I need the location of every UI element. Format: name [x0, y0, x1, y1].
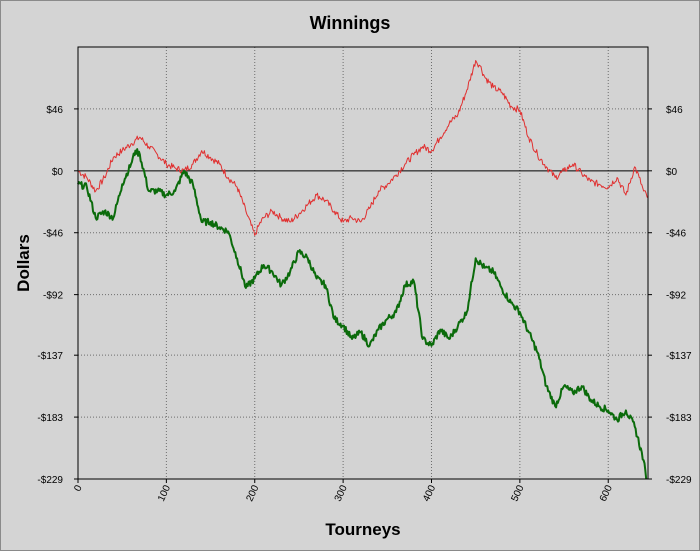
y-tick-label: -$183: [37, 413, 63, 424]
y-tick-label-right: -$137: [666, 351, 692, 362]
x-tick-label: 100: [156, 483, 173, 503]
x-tick-label: 400: [421, 483, 438, 503]
x-tick-label: 500: [510, 483, 527, 503]
y-tick-label-right: $0: [666, 167, 678, 178]
chart-title: Winnings: [310, 13, 391, 33]
y-tick-label: $0: [52, 167, 64, 178]
y-tick-label-right: $46: [666, 105, 683, 116]
x-tick-label: 600: [598, 483, 615, 503]
y-tick-label: -$46: [43, 229, 63, 240]
x-tick-label: 300: [333, 483, 350, 503]
x-tick-label: 200: [244, 483, 261, 503]
plot-frame: [77, 46, 649, 480]
y-tick-label-right: -$183: [666, 413, 692, 424]
x-tick-label: 0: [72, 483, 85, 493]
series-layer: [77, 60, 649, 480]
plot-area: [78, 47, 648, 479]
x-axis-title: Tourneys: [325, 520, 400, 539]
y-tick-label-right: -$92: [666, 291, 686, 302]
series-line-1: [77, 60, 649, 236]
y-tick-label: -$229: [37, 475, 63, 486]
y-tick-label-right: -$229: [666, 475, 692, 486]
grid: [78, 47, 648, 480]
y-axis-title: Dollars: [14, 234, 33, 292]
y-tick-label: $46: [46, 105, 63, 116]
series-line-2: [77, 148, 648, 480]
y-tick-label: -$92: [43, 291, 63, 302]
y-tick-label-right: -$46: [666, 229, 686, 240]
y-tick-label: -$137: [37, 351, 63, 362]
